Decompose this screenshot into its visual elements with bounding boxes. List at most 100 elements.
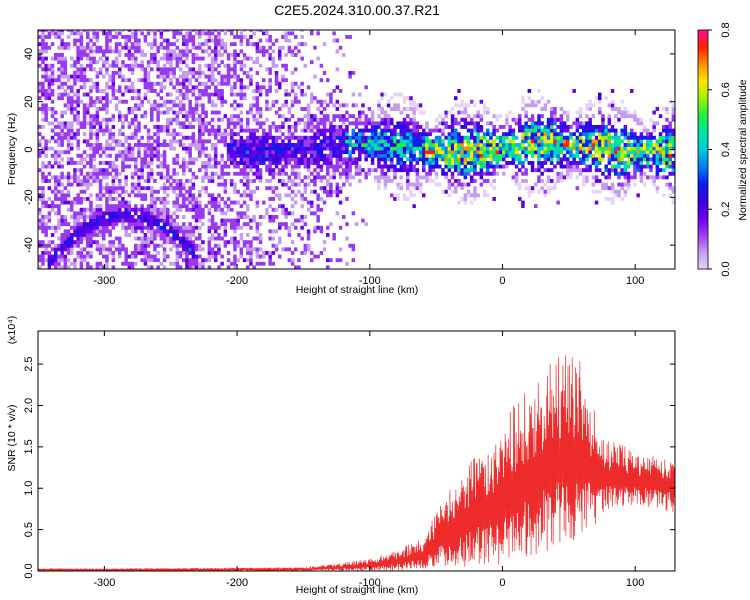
heatmap-cell — [294, 225, 298, 230]
heatmap-cell — [329, 161, 333, 165]
heatmap-cell — [412, 146, 416, 151]
heatmap-cell — [534, 132, 538, 137]
heatmap-cell — [73, 179, 77, 183]
heatmap-cell — [300, 89, 304, 93]
heatmap-cell — [44, 96, 48, 101]
heatmap-cell — [572, 146, 576, 151]
heatmap-cell — [668, 186, 672, 191]
heatmap-cell — [246, 150, 250, 155]
heatmap-cell — [82, 132, 87, 137]
heatmap-cell — [223, 229, 228, 234]
heatmap-cell — [140, 229, 144, 234]
heatmap-cell — [290, 197, 295, 201]
heatmap-cell — [146, 265, 151, 269]
heatmap-cell — [550, 132, 554, 137]
heatmap-cell — [108, 85, 112, 90]
heatmap-cell — [50, 81, 55, 86]
heatmap-cell — [316, 31, 320, 36]
heatmap-cell — [57, 139, 61, 144]
heatmap-cell — [326, 161, 330, 165]
heatmap-cell — [220, 117, 224, 122]
heatmap-cell — [447, 186, 452, 191]
heatmap-cell — [175, 182, 180, 187]
heatmap-cell — [146, 251, 151, 255]
heatmap-cell — [617, 146, 621, 151]
heatmap-cell — [134, 117, 138, 122]
heatmap-cell — [502, 164, 506, 169]
heatmap-cell — [140, 135, 144, 140]
heatmap-cell — [639, 171, 644, 176]
heatmap-cell — [284, 143, 288, 147]
heatmap-cell — [172, 243, 176, 248]
heatmap-cell — [194, 103, 199, 108]
heatmap-cell — [162, 56, 167, 61]
heatmap-cell — [41, 107, 45, 111]
heatmap-cell — [150, 193, 154, 198]
heatmap-cell — [639, 175, 644, 180]
heatmap-cell — [582, 175, 586, 180]
heatmap-cell — [153, 60, 157, 65]
heatmap-cell — [150, 168, 154, 173]
heatmap-cell — [329, 186, 333, 191]
heatmap-cell — [156, 60, 160, 65]
heatmap-cell — [124, 89, 128, 93]
heatmap-cell — [367, 117, 372, 122]
heatmap-cell — [140, 258, 144, 263]
heatmap-cell — [486, 161, 490, 165]
heatmap-cell — [175, 31, 180, 36]
heatmap-cell — [268, 197, 272, 201]
heatmap-cell — [329, 222, 333, 227]
heatmap-cell — [146, 211, 151, 216]
heatmap-cell — [438, 135, 442, 140]
heatmap-cell — [239, 67, 244, 72]
heatmap-cell — [226, 157, 231, 162]
heatmap-cell — [489, 150, 493, 155]
heatmap-cell — [159, 56, 164, 61]
heatmap-cell — [239, 254, 244, 259]
heatmap-cell — [105, 67, 109, 72]
heatmap-cell — [374, 168, 378, 173]
heatmap-cell — [415, 132, 420, 137]
heatmap-cell — [143, 71, 148, 75]
heatmap-cell — [185, 258, 189, 263]
heatmap-cell — [258, 215, 263, 219]
heatmap-cell — [271, 125, 276, 129]
heatmap-cell — [310, 146, 314, 151]
heatmap-cell — [89, 30, 93, 32]
heatmap-cell — [114, 222, 119, 227]
heatmap-cell — [294, 146, 298, 151]
heatmap-cell — [610, 182, 615, 187]
heatmap-cell — [121, 215, 125, 219]
heatmap-cell — [178, 240, 183, 245]
heatmap-cell — [249, 74, 253, 79]
heatmap-cell — [127, 30, 132, 32]
heatmap-cell — [188, 193, 192, 198]
heatmap-cell — [476, 125, 480, 129]
heatmap-cell — [76, 96, 80, 101]
heatmap-cell — [89, 171, 93, 176]
heatmap-cell — [150, 67, 154, 72]
heatmap-cell — [358, 135, 362, 140]
heatmap-cell — [114, 171, 119, 176]
heatmap-cell — [47, 204, 52, 209]
heatmap-cell — [172, 35, 176, 39]
heatmap-cell — [162, 240, 167, 245]
heatmap-cell — [617, 107, 621, 111]
heatmap-cell — [226, 197, 231, 201]
heatmap-cell — [300, 153, 304, 158]
heatmap-cell — [226, 30, 231, 32]
heatmap-cell — [166, 211, 170, 216]
heatmap-cell — [530, 161, 535, 165]
heatmap-cell — [633, 139, 637, 144]
heatmap-cell — [604, 146, 608, 151]
heatmap-cell — [306, 150, 311, 155]
heatmap-cell — [124, 189, 128, 194]
heatmap-cell — [204, 31, 208, 36]
heatmap-cell — [92, 175, 96, 180]
heatmap-cell — [54, 197, 58, 201]
heatmap-cell — [412, 143, 416, 147]
heatmap-cell — [124, 218, 128, 223]
heatmap-cell — [95, 45, 100, 50]
heatmap-cell — [73, 71, 77, 75]
